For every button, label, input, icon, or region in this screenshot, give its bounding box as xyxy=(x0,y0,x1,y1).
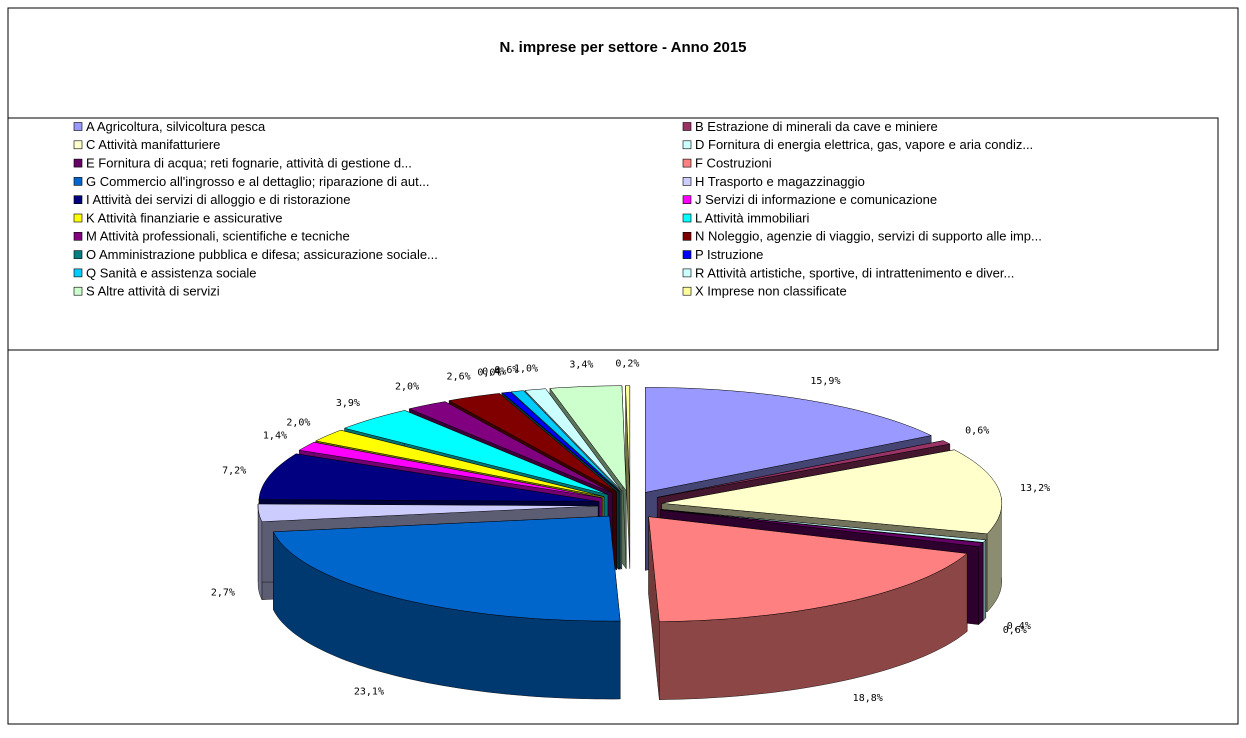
legend-swatch xyxy=(683,159,691,167)
legend-swatch xyxy=(683,177,691,185)
data-label: 13,2% xyxy=(1020,483,1050,494)
chart-title: N. imprese per settore - Anno 2015 xyxy=(499,39,746,56)
legend-label: K Attività finanziarie e assicurative xyxy=(86,210,283,225)
legend-label: H Trasporto e magazzinaggio xyxy=(695,174,865,189)
data-label: 2,6% xyxy=(447,372,471,383)
legend-swatch xyxy=(74,214,82,222)
legend-label: F Costruzioni xyxy=(695,156,772,171)
legend-label: A Agricoltura, silvicoltura pesca xyxy=(86,119,266,134)
data-label: 15,9% xyxy=(810,376,840,387)
data-label: 3,9% xyxy=(336,398,360,409)
legend-label: M Attività professionali, scientifiche e… xyxy=(86,229,350,244)
legend-label: I Attività dei servizi di alloggio e di … xyxy=(86,192,350,207)
legend-swatch xyxy=(683,287,691,295)
data-label: 0,2% xyxy=(615,359,639,370)
legend-label: X Imprese non classificate xyxy=(695,284,847,299)
data-label: 0,6% xyxy=(965,426,989,437)
legend-swatch xyxy=(74,287,82,295)
legend-label: L Attività immobiliari xyxy=(695,210,809,225)
legend-swatch xyxy=(683,232,691,240)
data-label: 1,4% xyxy=(263,430,287,441)
legend-swatch xyxy=(74,196,82,204)
legend-label: C Attività manifatturiere xyxy=(86,137,220,152)
legend-swatch xyxy=(683,251,691,259)
legend-swatch xyxy=(74,177,82,185)
data-label: 2,7% xyxy=(211,587,235,598)
legend-swatch xyxy=(683,123,691,131)
legend-label: J Servizi di informazione e comunicazion… xyxy=(695,192,937,207)
legend-label: S Altre attività di servizi xyxy=(86,284,220,299)
data-label: 0,6% xyxy=(1003,625,1027,636)
legend-swatch xyxy=(74,141,82,149)
legend-swatch xyxy=(74,251,82,259)
legend-label: P Istruzione xyxy=(695,247,763,262)
legend-label: R Attività artistiche, sportive, di intr… xyxy=(695,265,1014,280)
legend-label: G Commercio all'ingrosso e al dettaglio;… xyxy=(86,174,430,189)
legend-swatch xyxy=(683,214,691,222)
legend-swatch xyxy=(74,232,82,240)
legend-swatch xyxy=(74,159,82,167)
slice-wall xyxy=(983,540,986,621)
legend-label: E Fornitura di acqua; reti fognarie, att… xyxy=(86,156,412,171)
data-label: 7,2% xyxy=(222,466,246,477)
data-label: 1,0% xyxy=(514,363,538,374)
legend-swatch xyxy=(683,196,691,204)
data-label: 2,0% xyxy=(286,418,310,429)
slice-wall xyxy=(979,543,983,625)
data-label: 2,0% xyxy=(395,382,419,393)
data-label: 18,8% xyxy=(853,693,883,704)
legend-swatch xyxy=(683,141,691,149)
legend-label: N Noleggio, agenzie di viaggio, servizi … xyxy=(695,229,1042,244)
legend-label: D Fornitura di energia elettrica, gas, v… xyxy=(695,137,1033,152)
legend-label: O Amministrazione pubblica e difesa; ass… xyxy=(86,247,438,262)
legend-label: B Estrazione di minerali da cave e minie… xyxy=(695,119,938,134)
legend-label: Q Sanità e assistenza sociale xyxy=(86,265,257,280)
legend-swatch xyxy=(74,123,82,131)
legend-swatch xyxy=(74,269,82,277)
legend-swatch xyxy=(683,269,691,277)
data-label: 3,4% xyxy=(569,360,593,371)
data-label: 23,1% xyxy=(354,687,384,698)
